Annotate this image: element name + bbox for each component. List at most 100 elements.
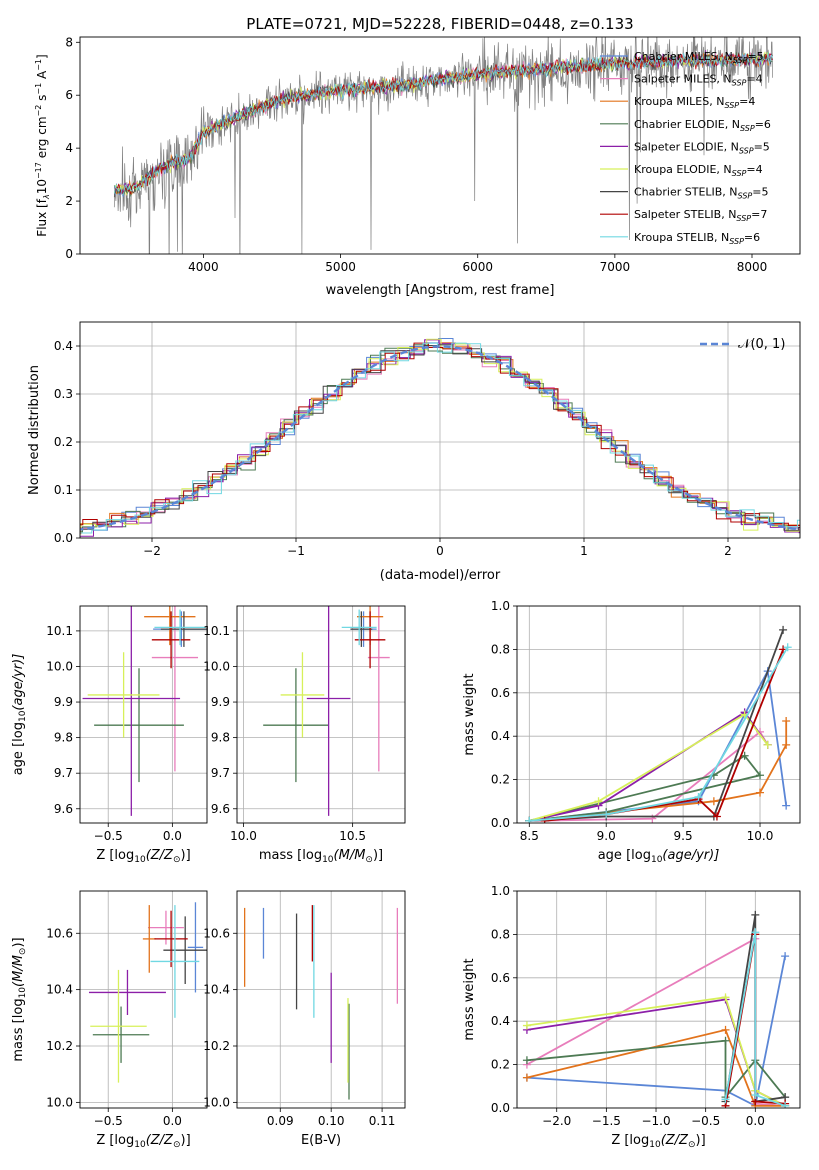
weight-marker: [721, 1025, 730, 1034]
x-label-sub: 10: [649, 1140, 661, 1150]
y-tick-label: 0.2: [491, 1058, 510, 1072]
legend-sub: SSP: [736, 214, 751, 223]
weight-line-5: [526, 996, 786, 1107]
model-spectrum-7: [114, 52, 773, 196]
x-label-part: )]: [373, 848, 383, 863]
errorbar-point-3: [92, 1006, 150, 1063]
plot-area: [80, 606, 207, 823]
y-label-part: Flux [f: [35, 198, 49, 236]
legend-entry: Kroupa STELIB, NSSP=6: [634, 231, 760, 246]
x-tick-label: −1.5: [592, 1114, 621, 1128]
y-label-part: 10: [35, 179, 49, 194]
y-tick-label: 1.0: [491, 884, 510, 898]
y-label-sup: −1: [34, 83, 43, 95]
x-tick-label: −2: [143, 544, 161, 558]
errorbar-point-0: [187, 902, 204, 993]
legend-sub: SSP: [724, 101, 739, 110]
y-tick-label: 0.0: [54, 531, 73, 545]
legend-entry: Salpeter STELIB, NSSP=7: [634, 208, 767, 223]
x-label-sub: ⊙: [173, 1140, 181, 1150]
x-tick-label: 4000: [188, 260, 219, 274]
y-tick-label: 10.2: [46, 1039, 73, 1053]
axes-frame: [79, 605, 208, 824]
plot-area: [517, 606, 800, 823]
y-tick-label: 10.6: [46, 926, 73, 940]
y-label-part: s: [35, 95, 49, 105]
x-axis-label: E(B-V): [301, 1133, 341, 1148]
legend-entry: Chabrier ELODIE, NSSP=6: [634, 118, 771, 133]
panel-0: 4000 5000 6000 7000 8000 0 2 4 6 8 PLATE=0721, MJD…: [34, 15, 801, 298]
weight-marker: [740, 751, 749, 760]
y-tick-label: 0.6: [491, 971, 510, 985]
weight-marker: [522, 1073, 531, 1082]
x-tick-label: 0: [436, 544, 444, 558]
y-tick-label: 10.4: [203, 983, 230, 997]
y-tick-label: 1.0: [491, 599, 510, 613]
x-label-part: Z [log: [96, 848, 134, 863]
weight-marker: [522, 1056, 531, 1065]
weight-marker: [781, 952, 790, 961]
axes-frame: [79, 321, 801, 539]
weight-marker: [756, 771, 765, 780]
histogram-8: [80, 342, 800, 534]
errorbar-point-8: [150, 905, 200, 1018]
y-axis-label: Flux [fλ10−17 erg cm−2 s−1 A−1]: [34, 54, 51, 236]
x-axis-label: mass [log10(M/M⊙)]: [259, 848, 383, 865]
y-label-part: erg cm: [35, 116, 49, 162]
y-tick-label: 2: [65, 194, 73, 208]
y-tick-label: 9.6: [211, 802, 230, 816]
y-label-sub: λ: [42, 194, 51, 200]
weight-line-2: [526, 1028, 786, 1107]
errorbar-point-4: [82, 606, 181, 816]
weight-marker: [751, 1090, 760, 1099]
y-tick-label: 0.1: [54, 483, 73, 497]
axes-frame: [236, 890, 406, 1109]
plot-area: [80, 891, 207, 1108]
x-tick-label: 8000: [737, 260, 768, 274]
y-tick-label: 9.7: [54, 766, 73, 780]
y-tick-label: 9.8: [54, 731, 73, 745]
grid: [517, 606, 800, 823]
x-tick-label: 0.0: [746, 1114, 765, 1128]
y-tick-label: 9.6: [54, 802, 73, 816]
weight-marker: [721, 1095, 730, 1104]
x-label-sub: 10: [322, 855, 334, 865]
errorbar-point-5: [280, 652, 325, 738]
panel-5: −0.5 0.010.010.210.410.6Z [log10(Z/Z⊙)]ma…: [11, 890, 208, 1150]
plot-area: [113, 37, 773, 254]
y-tick-label: 0.6: [491, 686, 510, 700]
x-label-part: (M/M: [334, 848, 366, 863]
legend-sub: SSP: [729, 237, 744, 246]
y-label-part: mass [log: [11, 998, 26, 1061]
y-axis-label: mass [log10(M/M⊙)]: [11, 937, 28, 1061]
x-axis-label: Z [log10(Z/Z⊙)]: [96, 1133, 190, 1150]
panel-4: 8.5 9.0 9.5 10.0 0.0 0.2 0.4 0.6 0.8 1.0 age [log1…: [462, 599, 801, 865]
x-tick-label: 10.5: [339, 829, 366, 843]
x-tick-label: 1: [580, 544, 588, 558]
model-spectrum-8: [113, 52, 773, 196]
x-axis-label: Z [log10(Z/Z⊙)]: [611, 1133, 705, 1150]
y-axis-label: mass weight: [462, 958, 477, 1040]
weight-marker: [602, 810, 611, 819]
y-tick-label: 9.9: [54, 695, 73, 709]
x-label-part: age [log: [598, 848, 651, 863]
y-label-sup: −2: [34, 105, 43, 117]
histogram-4: [80, 339, 800, 537]
legend-entry: Salpeter MILES, NSSP=4: [634, 73, 763, 88]
histogram-7: [80, 342, 800, 527]
errorbar-point-2: [144, 606, 196, 646]
chart-title: PLATE=0721, MJD=52228, FIBERID=0448, z=0…: [246, 15, 633, 33]
legend-entry: Chabrier MILES, NSSP=5: [634, 50, 764, 65]
axes-frame: [79, 36, 801, 255]
y-tick-label: 10.2: [203, 1039, 230, 1053]
errorbar-point-1: [151, 606, 199, 772]
weight-line-6: [529, 629, 784, 822]
x-tick-label: −1.0: [641, 1114, 670, 1128]
x-label-part: Z [log: [96, 1133, 134, 1148]
x-tick-label: −1: [287, 544, 305, 558]
y-label-sub: ⊙: [18, 948, 28, 956]
legend-eq: =5: [747, 50, 763, 63]
y-axis-label: mass weight: [462, 673, 477, 755]
panel-2: −0.5 0.09.69.79.89.910.010.1Z [log10(Z/Z⊙…: [11, 605, 208, 865]
x-label-part: (age/yr)]: [662, 848, 719, 863]
